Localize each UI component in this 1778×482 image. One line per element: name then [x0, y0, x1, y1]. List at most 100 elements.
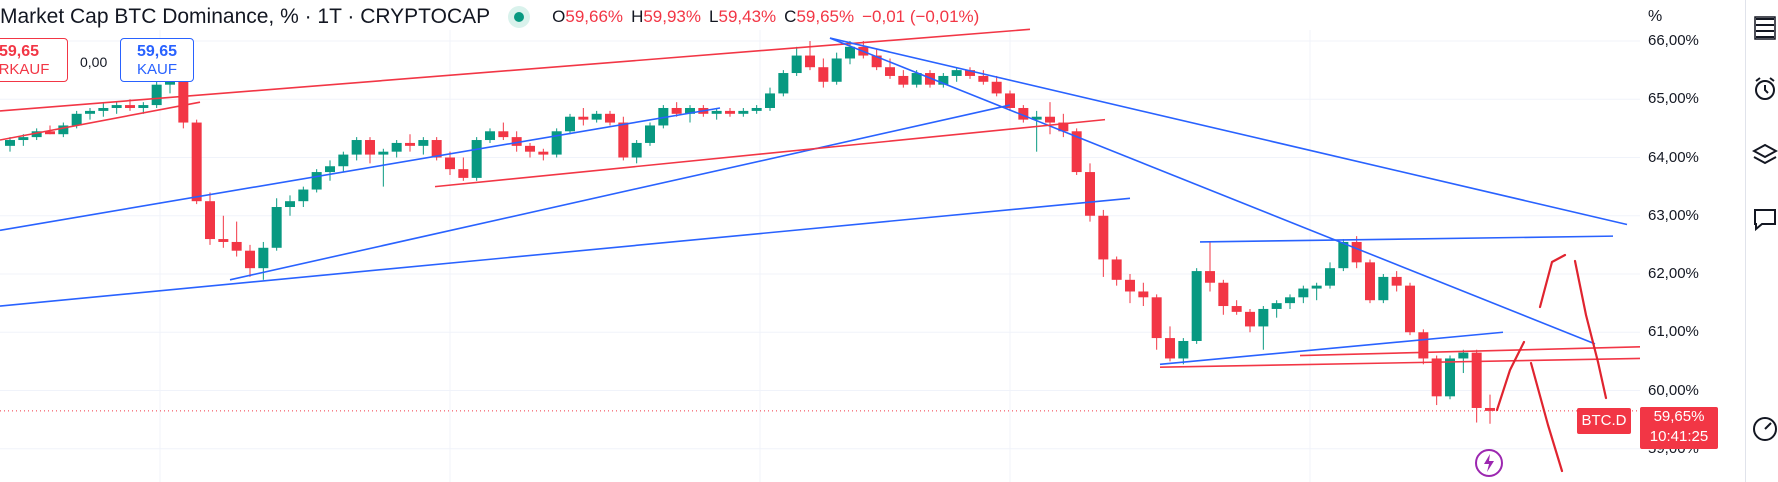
candle-up	[165, 81, 175, 85]
trendline-blue	[1199, 235, 1614, 243]
candle-up	[1191, 271, 1202, 341]
candle-down	[1165, 338, 1175, 359]
candle-down	[965, 70, 975, 76]
high-value: 59,93%	[643, 7, 702, 26]
candle-up	[378, 151, 389, 155]
candle-down	[218, 239, 229, 242]
candle-up	[1258, 308, 1269, 327]
candle-down	[1005, 93, 1015, 108]
candle-up	[1338, 241, 1349, 269]
candle-down	[178, 81, 189, 123]
low-key: L	[709, 7, 719, 26]
trendline-blue	[829, 37, 1628, 226]
candle-down	[405, 142, 415, 146]
candle-up	[685, 107, 695, 114]
open-key: O	[552, 7, 566, 26]
candle-down	[1125, 279, 1135, 292]
candle-up	[311, 172, 322, 190]
last-price: 59,65%	[1653, 408, 1705, 425]
candle-down	[45, 131, 55, 135]
market-open-indicator-icon	[508, 6, 531, 28]
y-tick-label: 62,00%	[1648, 265, 1699, 282]
candle-down	[1485, 407, 1495, 411]
candle-up	[951, 70, 962, 76]
spread-value: 0,00	[80, 54, 108, 70]
candle-up	[271, 207, 282, 248]
candle-up	[18, 137, 29, 141]
buy-button[interactable]: 59,65 KAUF	[120, 38, 194, 82]
candle-down	[1245, 311, 1255, 327]
candle-up	[711, 110, 722, 114]
candle-up	[111, 105, 122, 108]
candle-down	[191, 122, 202, 202]
candle-down	[1058, 122, 1069, 132]
candle-down	[245, 250, 255, 269]
candle-up	[1298, 288, 1309, 298]
candle-down	[605, 113, 615, 123]
candle-up	[5, 140, 15, 146]
candle-up	[591, 113, 602, 120]
watchlist-icon[interactable]	[1752, 14, 1778, 40]
candle-down	[1405, 285, 1415, 333]
candle-up	[138, 105, 149, 108]
buy-label: KAUF	[136, 61, 177, 78]
candle-down	[671, 107, 682, 114]
candle-down	[205, 201, 215, 240]
right-toolbar	[1745, 0, 1778, 482]
y-tick-label: 66,00%	[1648, 32, 1699, 49]
candle-down	[1471, 352, 1482, 408]
candle-down	[511, 137, 522, 146]
candle-down	[1138, 291, 1149, 298]
buy-price: 59,65	[136, 43, 178, 60]
candle-down	[618, 122, 629, 158]
candle-up	[485, 131, 495, 141]
change-value: −0,01 (−0,01%)	[862, 7, 980, 26]
candle-down	[1231, 306, 1242, 312]
candlestick-chart[interactable]	[0, 0, 1640, 482]
candle-down	[1151, 297, 1162, 339]
candle-down	[1205, 271, 1215, 283]
candle-down	[525, 145, 535, 152]
candle-up	[471, 140, 482, 178]
trendline-blue	[229, 104, 1011, 281]
layers-icon[interactable]	[1752, 142, 1778, 168]
bar-countdown: 10:41:25	[1649, 428, 1709, 445]
candle-up	[1178, 340, 1189, 359]
percent-scale-label[interactable]: %	[1648, 8, 1663, 25]
price-axis[interactable]: 66,00% 65,00% 64,00% 63,00% 62,00% 61,00% 60,0…	[1640, 0, 1745, 482]
close-key: C	[784, 7, 797, 26]
candle-up	[778, 73, 789, 94]
candle-down	[978, 75, 989, 82]
chat-icon[interactable]	[1752, 206, 1778, 232]
candle-down	[538, 151, 549, 155]
trendline-red	[0, 28, 1031, 112]
trendline-blue	[1159, 331, 1504, 366]
candle-down	[231, 241, 242, 251]
trendline-blue	[0, 107, 721, 232]
candle-up	[1311, 285, 1322, 289]
y-tick-label: 65,00%	[1648, 90, 1699, 108]
alarm-clock-icon[interactable]	[1752, 76, 1778, 102]
candle-down	[1391, 276, 1402, 286]
candle-down	[1218, 282, 1229, 307]
symbol-title[interactable]: Market Cap BTC Dominance, % · 1T · CRYPT…	[0, 5, 491, 28]
candle-up	[1458, 352, 1469, 359]
y-tick-label: 60,00%	[1648, 381, 1699, 399]
candle-down	[1111, 259, 1122, 280]
candle-up	[751, 107, 762, 111]
freehand-stroke	[1573, 259, 1608, 400]
gauge-icon[interactable]	[1752, 416, 1778, 442]
candle-up	[31, 131, 42, 138]
candle-down	[578, 116, 589, 120]
y-tick-label: 61,00%	[1648, 323, 1699, 341]
candle-down	[991, 81, 1002, 94]
lightning-icon[interactable]	[1474, 448, 1504, 478]
candle-down	[445, 157, 455, 170]
candle-up	[1378, 276, 1389, 301]
sell-button[interactable]: 59,65 ERKAUF	[0, 38, 68, 82]
trendline-red	[0, 101, 201, 141]
candle-up	[325, 166, 335, 173]
candle-down	[431, 140, 442, 158]
candle-down	[365, 140, 375, 155]
candle-down	[125, 105, 135, 108]
